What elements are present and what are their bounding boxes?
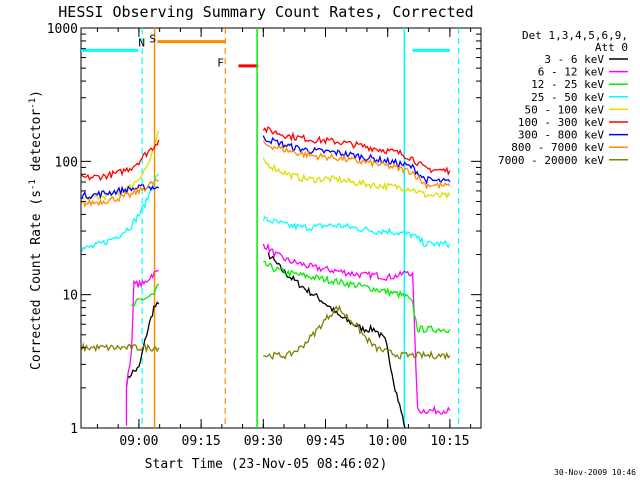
- series-line: [125, 269, 160, 426]
- series-line: [263, 260, 451, 334]
- series-line: [262, 140, 451, 190]
- x-tick-label: 09:30: [244, 434, 283, 449]
- series-line: [267, 252, 406, 429]
- y-tick-label: 100: [55, 155, 78, 170]
- legend-header: Att 0: [595, 41, 628, 54]
- legend-entry-label: 6 - 12 keV: [538, 66, 605, 79]
- axes: 1 10 100 1000 09:00 09:15 09:30 09:45 10:00 10:15: [47, 22, 481, 449]
- series-line: [262, 242, 451, 416]
- legend-entry-label: 100 - 300 keV: [518, 116, 604, 129]
- series-line: [81, 342, 160, 354]
- series-line: [262, 126, 451, 176]
- x-tick-label: 10:15: [430, 434, 469, 449]
- series-layer: [81, 126, 451, 429]
- x-tick-label: 09:45: [306, 434, 345, 449]
- plot-frame: [80, 27, 482, 429]
- series-line: [81, 178, 159, 208]
- series-line: [81, 139, 160, 182]
- x-tick-label: 10:00: [368, 434, 407, 449]
- x-tick-label: 09:15: [182, 434, 221, 449]
- legend-entry-label: 25 - 50 keV: [531, 91, 604, 104]
- series-line: [263, 304, 451, 361]
- series-line: [131, 283, 160, 307]
- legend-entry-label: 800 - 7000 keV: [511, 141, 604, 154]
- chart-title: HESSI Observing Summary Count Rates, Cor…: [58, 3, 473, 21]
- series-line: [262, 157, 451, 200]
- series-line: [81, 173, 160, 252]
- marker-label: F: [217, 57, 224, 70]
- y-axis-label: Corrected Count Rate (s-1 detector-1): [28, 90, 44, 370]
- marker-label: S: [149, 32, 156, 45]
- legend-entry-label: 12 - 25 keV: [531, 78, 604, 91]
- legend-entry-label: 3 - 6 keV: [544, 53, 604, 66]
- y-tick-label: 10: [62, 289, 78, 304]
- series-line: [262, 216, 451, 249]
- footer-stamp: 30-Nov-2009 10:46: [554, 468, 636, 477]
- plot-border: [80, 27, 482, 429]
- legend-entry-label: 50 - 100 keV: [525, 103, 605, 116]
- legend-header: Det 1,3,4,5,6,9,: [522, 29, 628, 42]
- series-line: [125, 301, 160, 386]
- legend-entry-label: 7000 - 20000 keV: [498, 154, 604, 167]
- observing-markers: N S F: [81, 28, 460, 428]
- legend-entry-label: 300 - 800 keV: [518, 129, 604, 142]
- y-tick-label: 1: [70, 422, 78, 437]
- y-tick-label: 1000: [47, 22, 78, 37]
- x-tick-label: 09:00: [119, 434, 158, 449]
- x-axis-label: Start Time (23-Nov-05 08:46:02): [145, 457, 388, 472]
- marker-label: N: [138, 37, 145, 50]
